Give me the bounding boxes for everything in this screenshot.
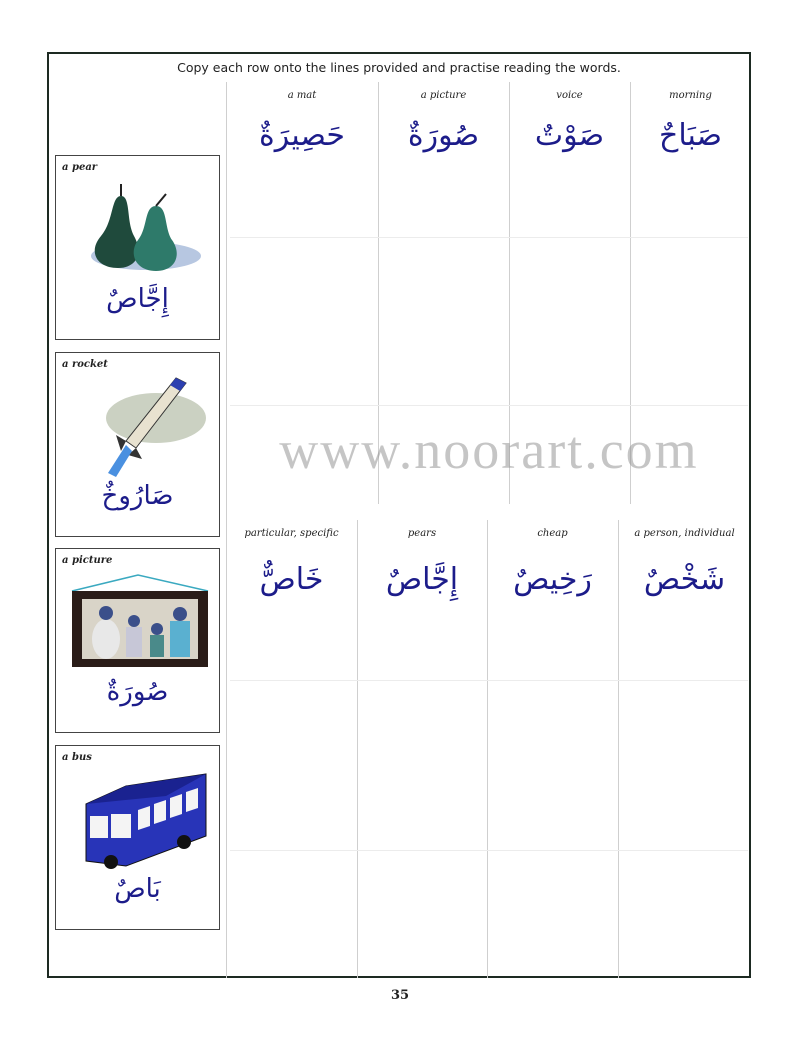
pear-icon bbox=[91, 184, 201, 271]
card-arabic-word: صَارُوخٌ bbox=[101, 481, 174, 511]
writing-line bbox=[230, 405, 748, 406]
column-divider bbox=[509, 82, 510, 504]
card-arabic-word: صُورَةٌ bbox=[106, 677, 169, 707]
column-divider bbox=[378, 82, 379, 504]
card-arabic-word: إِجَّاصٌ bbox=[106, 284, 169, 314]
column-divider bbox=[630, 82, 631, 504]
page-number: 35 bbox=[390, 988, 410, 1003]
card-caption: a picture bbox=[62, 555, 113, 566]
gloss-label: morning bbox=[669, 90, 712, 101]
column-divider bbox=[357, 520, 358, 978]
column-divider bbox=[618, 520, 619, 978]
gloss-label: a mat bbox=[287, 90, 317, 101]
card-arabic-word: بَاصٌ bbox=[114, 874, 161, 904]
bus-icon bbox=[85, 773, 207, 869]
framed-picture-icon bbox=[71, 574, 209, 667]
watermark: www.noorart.com bbox=[279, 420, 699, 480]
picture-card-picture: a picture صُورَةٌ bbox=[55, 548, 220, 733]
gloss-label: a person, individual bbox=[634, 528, 735, 539]
card-caption: a bus bbox=[62, 752, 92, 763]
arabic-word: رَخِيصٌ bbox=[513, 562, 592, 597]
gloss-label: cheap bbox=[537, 528, 568, 539]
writing-line bbox=[230, 850, 748, 851]
rocket-icon bbox=[106, 377, 206, 477]
column-divider bbox=[487, 520, 488, 978]
gloss-label: a picture bbox=[420, 90, 467, 101]
arabic-word: إِجَّاصٌ bbox=[385, 562, 459, 597]
gloss-label: particular, specific bbox=[244, 528, 339, 539]
writing-line bbox=[230, 680, 748, 681]
arabic-word: صَوْتٌ bbox=[534, 118, 605, 153]
card-caption: a pear bbox=[62, 162, 98, 173]
arabic-word: حَصِيرَةٌ bbox=[259, 118, 345, 153]
gloss-label: voice bbox=[556, 90, 583, 101]
picture-card-bus: a bus بَاصٌ bbox=[55, 745, 220, 930]
writing-line bbox=[230, 237, 748, 238]
gloss-label: pears bbox=[407, 528, 437, 539]
instruction-text: Copy each row onto the lines provided an… bbox=[177, 60, 621, 75]
card-caption: a rocket bbox=[62, 359, 108, 370]
arabic-word: شَخْصٌ bbox=[643, 562, 726, 597]
picture-card-pear: a pear إِجَّاصٌ bbox=[55, 155, 220, 340]
column-divider bbox=[226, 82, 227, 978]
arabic-word: صَبَاحٌ bbox=[658, 118, 723, 153]
arabic-word: صُورَةٌ bbox=[407, 118, 480, 153]
page-frame bbox=[47, 52, 751, 978]
arabic-word: خَاصٌّ bbox=[259, 562, 324, 597]
picture-card-rocket: a rocket صَارُوخٌ bbox=[55, 352, 220, 537]
